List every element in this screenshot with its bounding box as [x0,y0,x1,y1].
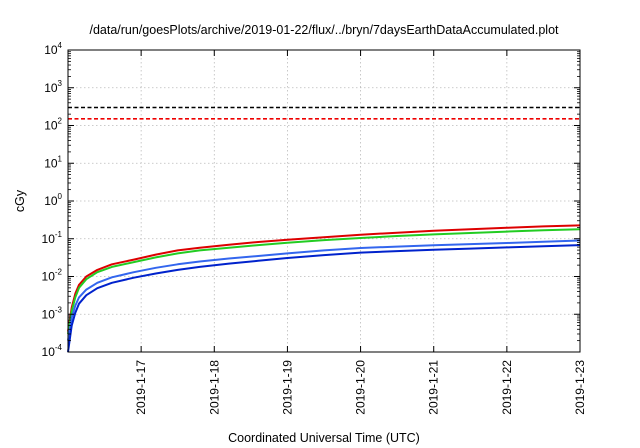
x-tick-label: 2019-1-18 [207,360,221,415]
x-tick-label: 2019-1-19 [280,360,294,415]
y-tick-label: 101 [44,154,62,170]
x-tick-label: 2019-1-17 [134,360,148,415]
y-tick-label: 10-4 [42,343,63,359]
y-tick-label: 103 [44,79,62,95]
chart-title: /data/run/goesPlots/archive/2019-01-22/f… [89,23,559,37]
series-line [67,224,581,332]
x-axis-title: Coordinated Universal Time (UTC) [228,431,420,445]
series-line [67,239,581,341]
series-line [67,244,581,353]
y-tick-label: 102 [44,117,62,133]
x-tick-label: 2019-1-20 [354,360,368,415]
y-tick-label: 100 [44,192,62,208]
series-line [67,228,581,335]
y-tick-label: 10-2 [42,268,63,284]
reference-lines [68,106,580,120]
x-tick-label: 2019-1-21 [427,360,441,415]
ticks [68,49,581,353]
grid [68,50,580,352]
x-tick-label: 2019-1-23 [573,360,587,415]
x-tick-labels: 2019-1-17 2019-1-18 2019-1-19 2019-1-20 2019… [134,360,587,415]
y-axis-title: cGy [13,189,27,212]
y-tick-label: 10-3 [42,305,63,321]
y-tick-label: 10-1 [42,230,63,246]
y-tick-labels: 10-4 10-3 10-2 10-1 100 101 102 103 104 [42,41,63,359]
x-tick-label: 2019-1-22 [500,360,514,415]
y-tick-label: 104 [44,41,62,57]
series-lines [67,224,581,353]
